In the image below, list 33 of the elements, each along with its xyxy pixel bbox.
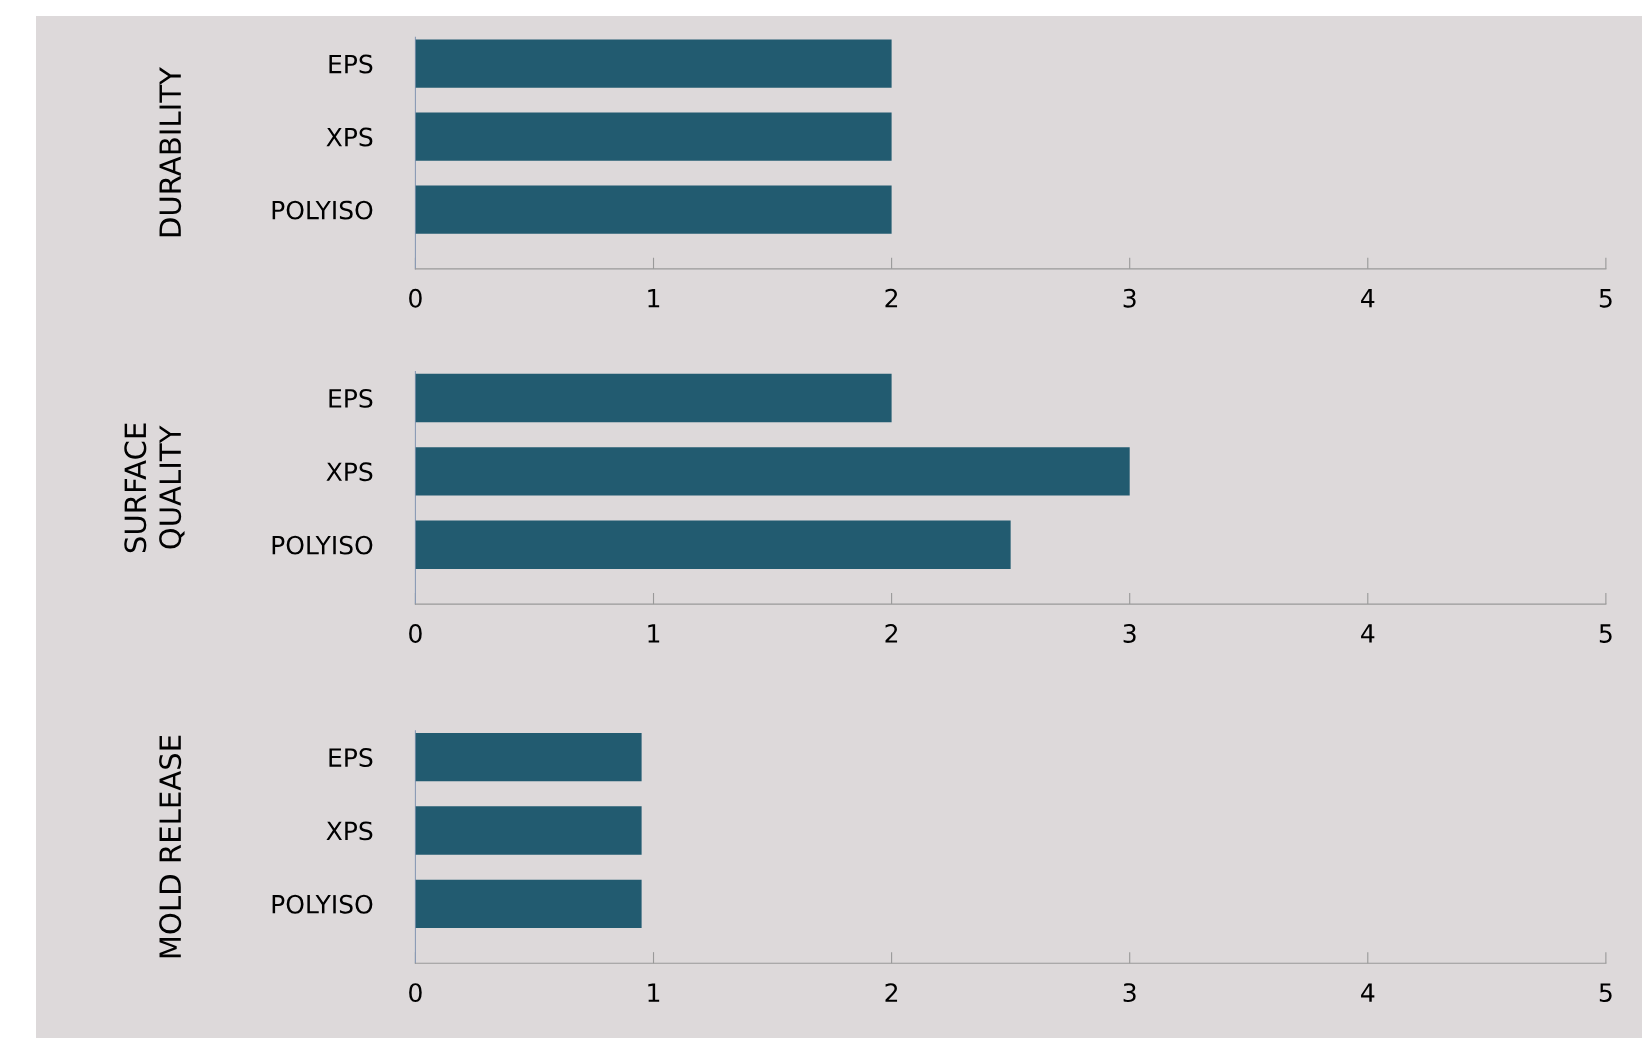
y-axis-title: MOLD RELEASE [159, 735, 182, 958]
x-tick-label: 5 [1599, 983, 1612, 1003]
y-axis-title: DURABILITY [159, 67, 182, 237]
x-tick-label: 0 [409, 983, 422, 1003]
x-tick-label: 3 [1123, 983, 1136, 1003]
y-tick-label: POLYISO [272, 535, 373, 555]
y-tick-label: EPS [329, 388, 373, 408]
y-tick-label: POLYISO [272, 200, 373, 220]
x-tick-label: 4 [1361, 983, 1375, 1002]
y-tick-label: XPS [326, 127, 373, 147]
y-tick-label: EPS [329, 54, 373, 74]
x-tick-label: 1 [648, 983, 660, 1002]
x-tick-label: 1 [648, 624, 660, 643]
x-tick-label: 3 [1123, 624, 1136, 643]
x-tick-label: 4 [1361, 289, 1375, 308]
x-tick-label: 5 [1599, 624, 1612, 643]
x-tick-label: 2 [885, 288, 898, 308]
y-axis-title: SURFACE QUALITY [124, 423, 185, 553]
bar [415, 520, 1011, 569]
bar [415, 447, 1130, 496]
bar [415, 373, 892, 423]
y-tick-label: EPS [329, 748, 373, 768]
x-tick-label: 0 [409, 624, 422, 643]
x-tick-label: 5 [1599, 289, 1612, 308]
x-tick-label: 3 [1123, 288, 1136, 308]
x-tick-label: 1 [648, 289, 660, 308]
x-tick-label: 2 [885, 624, 898, 643]
y-tick-label: XPS [326, 821, 373, 841]
x-tick-label: 0 [409, 288, 422, 308]
y-tick-label: XPS [326, 462, 373, 482]
x-tick-label: 2 [885, 983, 898, 1002]
y-tick-label: POLYISO [272, 894, 373, 914]
x-tick-label: 4 [1361, 624, 1375, 643]
